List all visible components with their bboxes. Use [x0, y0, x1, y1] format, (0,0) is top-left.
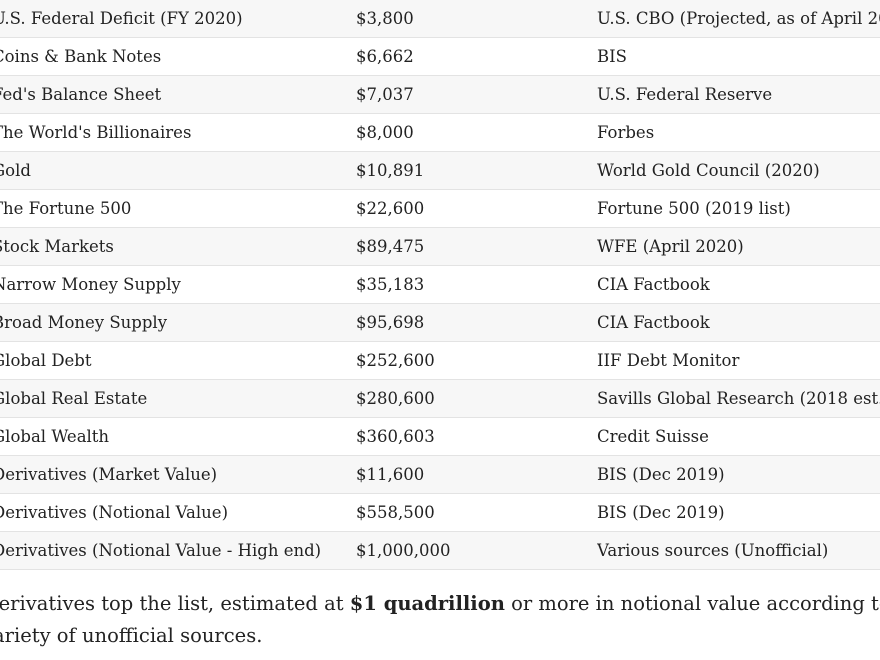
cell-item: The World's Billionaires: [0, 113, 356, 152]
cell-source: Fortune 500 (2019 list): [597, 189, 880, 228]
cell-source: WFE (April 2020): [597, 227, 880, 266]
table-row: U.S. Federal Deficit (FY 2020) $3,800 U.S.…: [0, 0, 880, 38]
cell-item: U.S. Federal Deficit (FY 2020): [0, 0, 356, 38]
cell-value: $280,600: [356, 379, 597, 418]
cell-item: Derivatives (Notional Value): [0, 493, 356, 532]
cell-value: $6,662: [356, 37, 597, 76]
cell-item: Global Real Estate: [0, 379, 356, 418]
cell-value: $7,037: [356, 75, 597, 114]
cell-source: BIS: [597, 37, 880, 76]
cell-source: Various sources (Unofficial): [597, 531, 880, 570]
table-row: Derivatives (Market Value) $11,600 BIS (De…: [0, 455, 880, 494]
cell-source: U.S. Federal Reserve: [597, 75, 880, 114]
table-row: Global Wealth $360,603 Credit Suisse: [0, 417, 880, 456]
cell-item: Derivatives (Market Value): [0, 455, 356, 494]
table-body: U.S. Federal Deficit (FY 2020) $3,800 U.S.…: [0, 0, 880, 570]
table-row: Coins & Bank Notes $6,662 BIS: [0, 37, 880, 76]
cell-item: Derivatives (Notional Value - High end): [0, 531, 356, 570]
cell-value: $11,600: [356, 455, 597, 494]
table-row: Fed's Balance Sheet $7,037 U.S. Federal Re…: [0, 75, 880, 114]
cell-value: $360,603: [356, 417, 597, 456]
cell-source: BIS (Dec 2019): [597, 455, 880, 494]
cell-value: $558,500: [356, 493, 597, 532]
cell-value: $89,475: [356, 227, 597, 266]
table-row: Derivatives (Notional Value) $558,500 BIS …: [0, 493, 880, 532]
cell-source: Credit Suisse: [597, 417, 880, 456]
cell-item: Global Debt: [0, 341, 356, 380]
paragraph-text-end: or more in notional value according to a: [504, 592, 880, 615]
cell-source: Savills Global Research (2018 est.): [597, 379, 880, 418]
cell-source: IIF Debt Monitor: [597, 341, 880, 380]
paragraph-line-1: Derivatives top the list, estimated at $…: [0, 588, 880, 620]
cell-item: Narrow Money Supply: [0, 265, 356, 304]
money-table: U.S. Federal Deficit (FY 2020) $3,800 U.S.…: [0, 0, 880, 570]
table-row: Derivatives (Notional Value - High end) $…: [0, 531, 880, 570]
cell-source: Forbes: [597, 113, 880, 152]
cell-value: $10,891: [356, 151, 597, 190]
table-row: Broad Money Supply $95,698 CIA Factbook: [0, 303, 880, 342]
cell-item: Global Wealth: [0, 417, 356, 456]
table-row: Global Real Estate $280,600 Savills Global…: [0, 379, 880, 418]
cell-item: Coins & Bank Notes: [0, 37, 356, 76]
cell-value: $1,000,000: [356, 531, 597, 570]
paragraph-line-2: variety of unofficial sources.: [0, 624, 263, 647]
summary-paragraph: Derivatives top the list, estimated at $…: [0, 588, 880, 652]
table-row: Global Debt $252,600 IIF Debt Monitor: [0, 341, 880, 380]
cell-item: Broad Money Supply: [0, 303, 356, 342]
cell-value: $8,000: [356, 113, 597, 152]
cell-value: $35,183: [356, 265, 597, 304]
cell-item: The Fortune 500: [0, 189, 356, 228]
table-row: The World's Billionaires $8,000 Forbes: [0, 113, 880, 152]
paragraph-text-start: Derivatives top the list, estimated at: [0, 592, 350, 615]
table-row: Narrow Money Supply $35,183 CIA Factbook: [0, 265, 880, 304]
cell-item: Fed's Balance Sheet: [0, 75, 356, 114]
cell-value: $95,698: [356, 303, 597, 342]
cell-value: $3,800: [356, 0, 597, 38]
data-table-container: U.S. Federal Deficit (FY 2020) $3,800 U.S.…: [0, 0, 880, 570]
table-row: The Fortune 500 $22,600 Fortune 500 (2019 …: [0, 189, 880, 228]
cell-source: CIA Factbook: [597, 265, 880, 304]
cell-source: World Gold Council (2020): [597, 151, 880, 190]
cell-source: BIS (Dec 2019): [597, 493, 880, 532]
cell-value: $22,600: [356, 189, 597, 228]
table-row: Stock Markets $89,475 WFE (April 2020): [0, 227, 880, 266]
cell-item: Gold: [0, 151, 356, 190]
cell-source: U.S. CBO (Projected, as of April 2020): [597, 0, 880, 38]
paragraph-bold-amount: $1 quadrillion: [349, 592, 505, 615]
cell-value: $252,600: [356, 341, 597, 380]
cell-source: CIA Factbook: [597, 303, 880, 342]
cell-item: Stock Markets: [0, 227, 356, 266]
